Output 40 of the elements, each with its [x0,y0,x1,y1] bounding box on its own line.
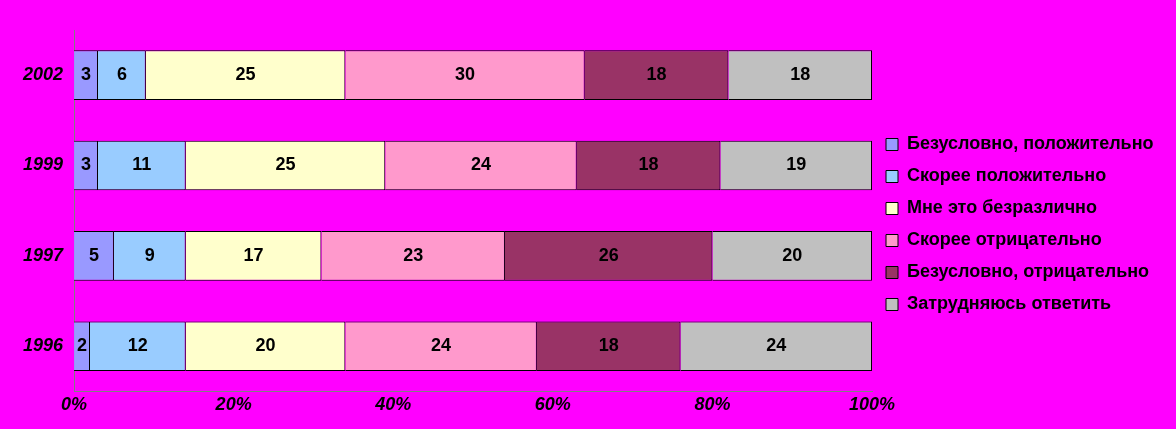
data-label: 5 [88,244,99,265]
data-label: 11 [132,154,152,175]
data-label: 24 [431,335,452,356]
data-label: 23 [403,244,424,265]
data-label: 12 [127,335,148,356]
data-label: 3 [81,64,92,85]
data-label: 3 [81,154,92,175]
legend-label: Затрудняюсь ответить [907,293,1112,314]
x-tick-label: 40% [374,394,412,415]
data-label: 19 [786,154,807,175]
data-label: 2 [77,335,88,356]
legend-label: Мне это безразлично [907,197,1097,218]
x-tick-label: 0% [61,394,88,415]
data-label: 20 [782,244,803,265]
data-label: 25 [235,64,256,85]
data-label: 9 [144,244,155,265]
data-label: 18 [598,335,619,356]
data-label: 26 [598,244,619,265]
legend-label: Безусловно, положительно [907,133,1154,154]
legend-label: Скорее положительно [907,165,1107,186]
x-tick-label: 60% [534,394,571,415]
y-tick-label: 2002 [22,64,64,85]
data-label: 18 [638,154,659,175]
x-tick-label: 100% [848,394,896,415]
data-label: 25 [275,154,296,175]
y-tick-label: 1996 [23,335,65,356]
data-label: 18 [646,64,667,85]
legend-label: Скорее отрицательно [907,229,1102,250]
legend-label: Безусловно, отрицательно [907,261,1150,282]
data-label: 18 [790,64,811,85]
x-tick-label: 80% [694,394,731,415]
x-tick-label: 20% [214,394,252,415]
data-label: 20 [255,335,276,356]
y-tick-label: 1999 [23,154,64,175]
data-label: 24 [766,335,787,356]
data-label: 30 [455,64,476,85]
data-label: 17 [243,244,264,265]
data-label: 6 [116,64,127,85]
data-label: 24 [470,154,492,175]
y-tick-label: 1997 [23,244,65,265]
